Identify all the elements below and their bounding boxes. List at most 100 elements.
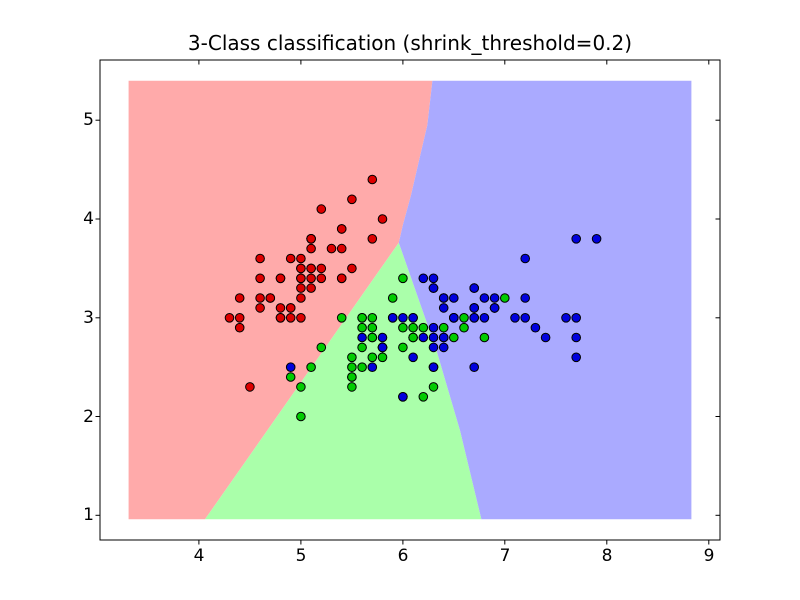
scatter-point-class_0 — [306, 234, 316, 244]
scatter-point-class_0 — [275, 313, 286, 323]
scatter-point-class_0 — [306, 283, 316, 293]
scatter-point-class_0 — [316, 204, 327, 214]
scatter-point-class_2 — [449, 293, 459, 303]
chart-title: 3-Class classification (shrink_threshold… — [187, 31, 633, 55]
x-tick-label: 9 — [703, 546, 715, 566]
scatter-point-class_2 — [571, 234, 582, 244]
scatter-point-class_1 — [347, 362, 357, 373]
scatter-point-class_1 — [408, 322, 418, 333]
scatter-point-class_2 — [571, 352, 582, 363]
scatter-point-class_1 — [479, 332, 490, 343]
scatter-point-class_2 — [367, 362, 378, 373]
scatter-point-class_1 — [347, 382, 357, 392]
decision-region-red — [128, 80, 433, 520]
decision-region-green — [205, 242, 482, 520]
x-tick-label: 7 — [499, 546, 511, 566]
scatter-point-class_2 — [408, 352, 418, 363]
scatter-point-class_2 — [418, 332, 429, 343]
scatter-point-class_2 — [540, 332, 551, 343]
scatter-point-class_2 — [357, 332, 367, 343]
scatter-point-class_2 — [489, 293, 500, 303]
scatter-point-class_0 — [367, 234, 378, 244]
scatter-point-class_0 — [234, 313, 245, 323]
scatter-point-class_2 — [571, 332, 582, 343]
scatter-point-class_0 — [285, 303, 296, 313]
scatter-point-class_1 — [296, 411, 306, 422]
x-tick-label: 6 — [397, 546, 409, 566]
scatter-point-class_2 — [520, 313, 531, 323]
scatter-point-class_2 — [428, 322, 439, 333]
decision-region-blue — [398, 80, 692, 520]
scatter-point-class_0 — [336, 224, 347, 234]
scatter-point-class_0 — [224, 313, 235, 323]
scatter-point-class_2 — [377, 342, 388, 353]
scatter-point-class_2 — [520, 253, 531, 264]
y-tick-label: 2 — [83, 407, 94, 427]
scatter-point-class_0 — [255, 303, 265, 313]
scatter-point-class_0 — [296, 283, 306, 293]
scatter-point-class_1 — [367, 313, 378, 323]
scatter-point-class_2 — [408, 313, 418, 323]
x-tick-label: 5 — [295, 546, 307, 566]
scatter-point-class_2 — [510, 313, 520, 323]
scatter-point-class_0 — [296, 313, 306, 323]
scatter-point-class_1 — [398, 322, 408, 333]
scatter-point-class_2 — [571, 313, 582, 323]
scatter-point-class_1 — [357, 342, 367, 353]
y-tick-label: 3 — [83, 308, 94, 328]
scatter-point-class_2 — [428, 332, 439, 343]
scatter-point-class_1 — [296, 382, 306, 392]
scatter-point-class_0 — [255, 273, 265, 284]
scatter-point-class_0 — [285, 313, 296, 323]
scatter-point-class_0 — [306, 273, 316, 284]
scatter-point-class_1 — [347, 372, 357, 382]
scatter-point-class_1 — [398, 273, 408, 284]
scatter-point-class_0 — [306, 263, 316, 274]
scatter-point-class_2 — [469, 283, 480, 293]
scatter-point-class_2 — [469, 313, 480, 323]
scatter-point-class_2 — [479, 313, 490, 323]
scatter-point-class_2 — [438, 303, 449, 313]
scatter-point-class_0 — [306, 243, 316, 254]
scatter-point-class_1 — [367, 352, 378, 363]
x-tick-label: 8 — [601, 546, 613, 566]
scatter-point-class_0 — [316, 263, 327, 274]
scatter-point-class_1 — [285, 372, 296, 382]
scatter-point-class_0 — [285, 253, 296, 264]
scatter-point-class_1 — [357, 313, 367, 323]
scatter-point-class_0 — [296, 263, 306, 274]
scatter-point-class_2 — [428, 273, 439, 284]
scatter-point-class_0 — [234, 293, 245, 303]
scatter-point-class_1 — [357, 322, 367, 333]
scatter-point-class_1 — [398, 342, 408, 353]
scatter-point-class_1 — [408, 332, 418, 343]
scatter-point-class_0 — [275, 273, 286, 284]
scatter-point-class_0 — [255, 293, 265, 303]
y-tick-label: 5 — [83, 110, 94, 130]
scatter-point-class_0 — [296, 293, 306, 303]
scatter-point-class_2 — [398, 313, 408, 323]
scatter-point-class_1 — [500, 293, 510, 303]
scatter-point-class_0 — [275, 303, 286, 313]
scatter-point-class_2 — [377, 332, 388, 343]
scatter-point-class_1 — [428, 382, 439, 392]
scatter-point-class_0 — [336, 273, 347, 284]
scatter-point-class_0 — [296, 273, 306, 284]
scatter-point-class_2 — [489, 303, 500, 313]
scatter-point-class_1 — [418, 392, 429, 402]
scatter-point-class_0 — [316, 273, 327, 284]
scatter-point-class_2 — [398, 392, 408, 402]
scatter-point-class_0 — [347, 194, 357, 205]
scatter-point-class_2 — [469, 303, 480, 313]
scatter-point-class_0 — [245, 382, 255, 392]
scatter-point-class_1 — [357, 362, 367, 373]
y-tick-label: 4 — [83, 209, 94, 229]
scatter-point-class_0 — [367, 174, 378, 185]
scatter-point-class_2 — [530, 322, 541, 333]
scatter-point-class_2 — [285, 362, 296, 373]
scatter-point-class_2 — [479, 293, 490, 303]
scatter-point-class_1 — [459, 313, 469, 323]
scatter-point-class_1 — [449, 332, 459, 343]
